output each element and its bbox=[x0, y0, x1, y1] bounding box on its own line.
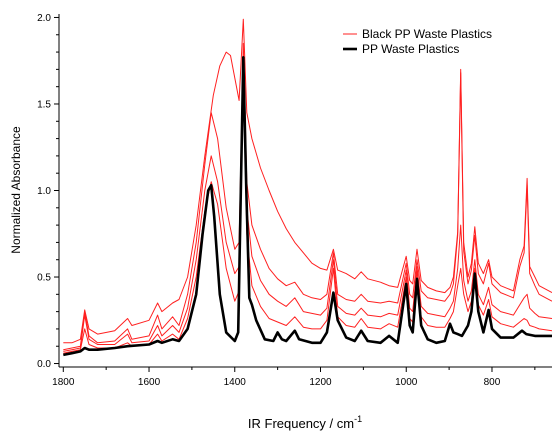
series-line-1 bbox=[63, 42, 552, 351]
x-tick-label-4: 1000 bbox=[395, 377, 418, 388]
x-axis-label-text: IR Frequency / cm bbox=[248, 416, 354, 431]
x-tick-label-2: 1400 bbox=[224, 377, 247, 388]
y-tick-label-4: 2.0 bbox=[37, 13, 51, 24]
y-tick-label-3: 1.5 bbox=[37, 99, 51, 110]
x-axis-label: IR Frequency / cm-1 bbox=[248, 414, 362, 431]
x-axis-label-superscript: -1 bbox=[354, 414, 362, 424]
legend-label-0: Black PP Waste Plastics bbox=[362, 27, 492, 41]
series-layer bbox=[63, 18, 552, 357]
y-tick-label-2: 1.0 bbox=[37, 186, 51, 197]
x-tick-label-1: 1600 bbox=[138, 377, 161, 388]
x-tick-label-3: 1200 bbox=[309, 377, 332, 388]
y-ticks: 0.0 0.5 1.0 1.5 2.0 bbox=[37, 13, 59, 370]
x-tick-label-5: 800 bbox=[484, 377, 501, 388]
series-line-4 bbox=[63, 56, 552, 357]
series-line-2 bbox=[63, 51, 552, 352]
legend-label-1: PP Waste Plastics bbox=[362, 42, 459, 56]
y-tick-label-0: 0.0 bbox=[37, 359, 51, 370]
x-tick-label-0: 1800 bbox=[52, 377, 75, 388]
series-line-0 bbox=[63, 18, 552, 344]
y-tick-label-1: 0.5 bbox=[37, 273, 51, 284]
series-line-3 bbox=[63, 60, 552, 354]
x-ticks: 1800 1600 1400 1200 1000 800 bbox=[52, 367, 536, 388]
y-axis-label: Normalized Absorbance bbox=[9, 126, 23, 254]
